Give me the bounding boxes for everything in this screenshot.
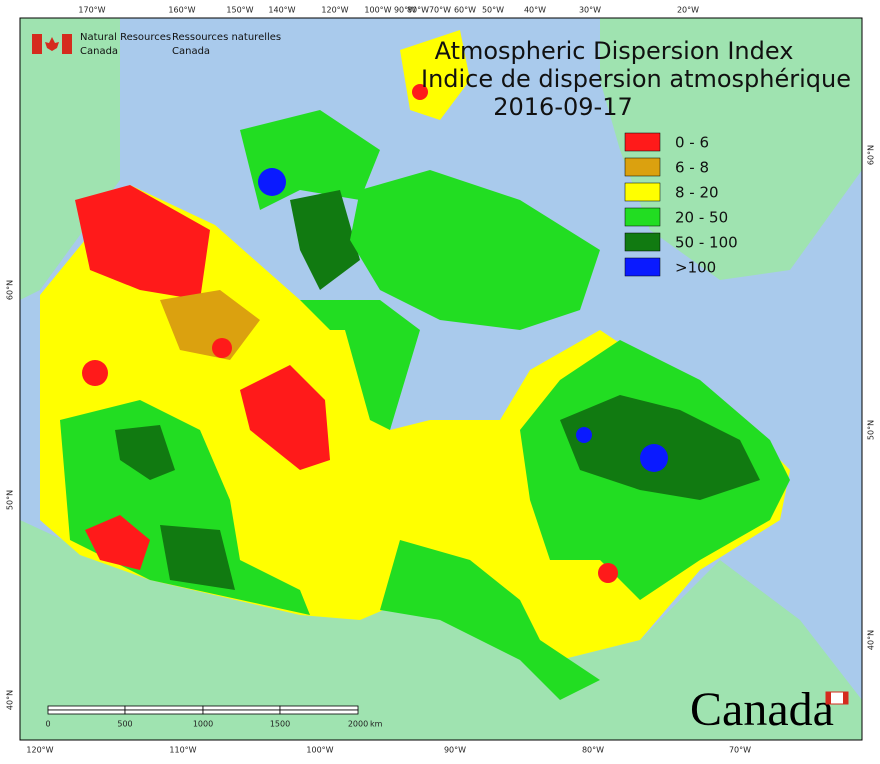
map-frame [19, 17, 863, 741]
agency-text: Ressources naturelles [172, 32, 281, 43]
agency-text: Canada [80, 46, 118, 57]
legend-swatch [624, 232, 661, 252]
graticule-label: 80°W [582, 746, 604, 755]
title: Atmospheric Dispersion Index [435, 37, 794, 65]
greenland [600, 18, 862, 280]
scale-segment [279, 709, 359, 715]
legend: 0 - 6 6 - 8 8 - 20 20 - 50 50 - 100 >100 [624, 132, 738, 277]
legend-label: >100 [675, 259, 716, 277]
graticule-label: 50°N [6, 490, 15, 510]
graticule-label: 170°W [78, 6, 105, 15]
graticule-label: 150°W [226, 6, 253, 15]
scale-label: 1000 [193, 720, 213, 729]
date: 2016-09-17 [493, 93, 632, 121]
graticule-label: 70°W [729, 746, 751, 755]
graticule-label: 90°W [444, 746, 466, 755]
title: Indice de dispersion atmosphérique [421, 65, 851, 93]
graticule-label: 100°W [306, 746, 333, 755]
flag-bar [32, 34, 42, 54]
dark-green-zone [115, 425, 175, 480]
flag-bar [62, 34, 72, 54]
graticule-label: 60°W [454, 6, 476, 15]
graticule-label: 50°N [867, 420, 876, 440]
arctic-islands [350, 170, 600, 330]
blue-zone [258, 168, 286, 196]
red-zone [85, 515, 150, 570]
orange-zone [160, 290, 260, 360]
graticule-label: 20°W [677, 6, 699, 15]
logo: Natural Resources Canada Ressources natu… [32, 32, 281, 57]
graticule-label: 140°W [268, 6, 295, 15]
scale-label: 1500 [270, 720, 290, 729]
agency-text: Natural Resources [80, 32, 171, 43]
arctic-islands [290, 190, 360, 290]
legend-swatch [624, 207, 661, 227]
scale-segment [202, 709, 281, 715]
legend-swatch [624, 157, 661, 177]
wordmark: Canada [690, 683, 849, 736]
legend-label: 20 - 50 [675, 209, 728, 227]
graticule-label: 80°W [407, 6, 429, 15]
legend-swatch [624, 257, 661, 277]
red-zone [240, 365, 330, 470]
usa [20, 520, 862, 740]
red-zone [75, 185, 210, 300]
graticule-label: 50°W [482, 6, 504, 15]
graticule-label: 40°N [6, 690, 15, 710]
green-zone [300, 300, 420, 430]
graticule-label: 70°W [429, 6, 451, 15]
graticule-label: 60°N [6, 280, 15, 300]
legend-swatch [624, 182, 661, 202]
graticule-label: 30°W [579, 6, 601, 15]
graticule-label: 40°N [867, 630, 876, 650]
graticule-labels: 170°W 160°W 150°W 140°W 120°W 100°W 90°W80°W 70… [6, 6, 876, 755]
legend-label: 8 - 20 [675, 184, 719, 202]
graticule-label: 120°W [26, 746, 53, 755]
blue-zone [640, 444, 668, 472]
legend-label: 50 - 100 [675, 234, 738, 252]
graticule-label: 160°W [168, 6, 195, 15]
scale-label: 500 [117, 720, 132, 729]
maple-leaf [45, 37, 59, 51]
scale-label: 0 [45, 720, 50, 729]
scale-segment [279, 705, 359, 711]
alaska [20, 18, 120, 300]
blue-zone [576, 427, 592, 443]
graticule-label: 90°W [394, 6, 416, 15]
graticule-label: 120°W [321, 6, 348, 15]
dark-green-zone [160, 525, 235, 590]
graticule-label: 60°N [867, 145, 876, 165]
wordmark-flag [826, 692, 831, 704]
frame-border [19, 17, 863, 741]
wordmark-flag [843, 692, 848, 704]
graticule-label: 100°W [364, 6, 391, 15]
scale-segment [47, 705, 126, 711]
wordmark-text: Canada [690, 683, 834, 736]
green-zone [380, 540, 600, 700]
red-zone [212, 338, 232, 358]
scale-bar: 0 500 1000 1500 2000 km [45, 705, 383, 729]
scale-segment [202, 705, 281, 711]
graticule-label: 40°W [524, 6, 546, 15]
scale-unit: km [370, 720, 383, 729]
scale-segment [124, 705, 204, 711]
legend-label: 0 - 6 [675, 134, 709, 152]
scale-segment [47, 709, 126, 715]
agency-text: Canada [172, 46, 210, 57]
legend-label: 6 - 8 [675, 159, 709, 177]
red-zone [598, 563, 618, 583]
red-zone [412, 84, 428, 100]
legend-swatch [624, 132, 661, 152]
scale-segment [124, 709, 204, 715]
red-zone [82, 360, 108, 386]
scale-label: 2000 [348, 720, 368, 729]
graticule-label: 110°W [169, 746, 196, 755]
